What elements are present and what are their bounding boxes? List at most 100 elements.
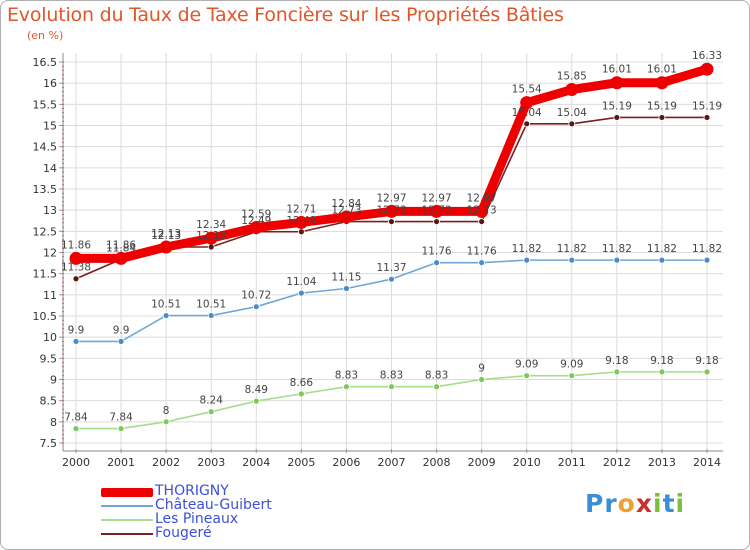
y-tick-label: 10.5: [33, 310, 58, 323]
data-label-thorigny: 12.84: [331, 198, 361, 210]
x-tick-label: 2014: [693, 456, 721, 469]
data-point-thorigny: [655, 76, 669, 90]
y-tick-label: 9.5: [40, 352, 58, 365]
data-label-les-pineaux: 8.83: [425, 370, 448, 382]
data-point-fougere: [478, 218, 486, 225]
data-point-thorigny: [700, 62, 714, 76]
data-label-chateau-guibert: 10.72: [241, 290, 271, 302]
y-tick-label: 7.5: [40, 437, 58, 450]
data-label-les-pineaux: 8.83: [335, 370, 358, 382]
y-tick-label: 15: [43, 120, 57, 133]
x-tick-label: 2009: [468, 456, 496, 469]
data-point-les-pineaux: [252, 397, 260, 405]
legend-swatch-thorigny: [101, 488, 153, 497]
data-label-les-pineaux: 9.09: [515, 359, 538, 371]
data-label-chateau-guibert: 9.9: [113, 324, 130, 336]
y-tick-label: 13: [43, 204, 57, 217]
data-point-chateau-guibert: [72, 337, 80, 345]
legend-swatch-les-pineaux: [101, 519, 153, 521]
data-label-thorigny: 16.01: [647, 64, 677, 76]
data-point-les-pineaux: [162, 418, 170, 426]
data-label-les-pineaux: 7.84: [64, 412, 88, 424]
brand-letter: o: [617, 489, 636, 518]
x-tick-label: 2012: [603, 456, 631, 469]
data-point-les-pineaux: [568, 372, 576, 380]
y-tick-label: 16: [43, 77, 57, 90]
data-point-fougere: [297, 228, 305, 236]
data-point-thorigny: [385, 204, 398, 218]
brand-letter: P: [585, 489, 605, 518]
brand-letter: i: [653, 489, 663, 518]
data-label-les-pineaux: 9.18: [650, 355, 673, 367]
data-point-thorigny: [339, 210, 353, 224]
data-label-fougere: 12.73: [422, 205, 452, 217]
data-label-chateau-guibert: 11.82: [512, 243, 542, 255]
x-tick-label: 2002: [152, 456, 180, 469]
data-label-les-pineaux: 8: [163, 405, 170, 417]
data-point-chateau-guibert: [433, 259, 440, 267]
x-tick-label: 2007: [378, 456, 406, 469]
x-tick-label: 2008: [423, 456, 451, 469]
data-label-thorigny: 11.86: [61, 239, 91, 251]
data-label-les-pineaux: 8.66: [290, 377, 314, 389]
data-label-chateau-guibert: 11.15: [331, 271, 361, 283]
data-point-fougere: [568, 120, 576, 128]
x-tick-label: 2001: [107, 456, 135, 469]
x-tick-label: 2013: [648, 456, 676, 469]
data-label-fougere: 12.73: [467, 205, 497, 217]
data-label-thorigny: 12.13: [151, 228, 181, 240]
data-point-chateau-guibert: [523, 256, 531, 264]
data-label-chateau-guibert: 9.9: [68, 324, 85, 336]
y-tick-label: 10: [43, 331, 57, 344]
data-label-thorigny: 16.01: [602, 64, 632, 76]
y-tick-label: 11.5: [33, 268, 58, 281]
data-point-thorigny: [520, 96, 534, 110]
data-label-fougere: 11.84: [106, 242, 136, 254]
x-tick-label: 2000: [62, 456, 90, 469]
y-unit-label: (en %): [27, 29, 64, 42]
data-point-les-pineaux: [343, 383, 350, 391]
data-point-chateau-guibert: [117, 337, 125, 345]
data-point-thorigny: [430, 204, 444, 218]
data-point-les-pineaux: [72, 425, 80, 433]
data-point-les-pineaux: [703, 368, 711, 376]
grid: [63, 53, 723, 449]
data-label-les-pineaux: 8.24: [200, 395, 224, 407]
data-point-chateau-guibert: [343, 285, 350, 292]
data-point-fougere: [433, 218, 440, 225]
data-point-chateau-guibert: [162, 312, 170, 319]
data-point-les-pineaux: [297, 390, 305, 398]
legend-label-thorigny: THORIGNY: [155, 483, 229, 499]
data-label-thorigny: 12.97: [467, 192, 497, 204]
legend-swatch-fougere: [101, 533, 153, 535]
x-tick-label: 2004: [242, 456, 270, 469]
legend-label-chateau-guibert: Château-Guibert: [155, 497, 272, 513]
x-tick-label: 2006: [332, 456, 360, 469]
data-point-fougere: [658, 114, 666, 121]
data-label-fougere: 15.04: [557, 107, 587, 119]
data-point-thorigny: [565, 83, 579, 97]
data-label-les-pineaux: 7.84: [109, 412, 133, 424]
axes: 7.5 8 8.5 9 9.5 10 10.5 11 11.5 12 12.5 13 13.5 14 14.…: [33, 53, 723, 469]
data-label-les-pineaux: 9.09: [560, 359, 583, 371]
data-label-fougere: 12.49: [241, 215, 271, 227]
data-label-les-pineaux: 8.49: [245, 384, 268, 396]
data-label-thorigny: 11.86: [106, 239, 136, 251]
data-point-thorigny: [249, 221, 263, 235]
data-point-fougere: [703, 114, 711, 121]
data-point-les-pineaux: [613, 368, 621, 376]
data-label-thorigny: 12.97: [422, 192, 452, 204]
y-tick-label: 12: [43, 247, 57, 260]
data-label-fougere: 12.13: [196, 230, 226, 242]
data-point-les-pineaux: [207, 408, 215, 416]
data-label-chateau-guibert: 11.82: [692, 243, 722, 255]
brand-letter: t: [662, 489, 676, 518]
data-label-chateau-guibert: 10.51: [151, 299, 181, 311]
data-label-chateau-guibert: 11.82: [647, 243, 677, 255]
brand-letter: r: [604, 489, 618, 518]
data-label-les-pineaux: 9.18: [695, 355, 718, 367]
data-point-fougere: [72, 275, 80, 283]
series-layer: [69, 62, 714, 433]
